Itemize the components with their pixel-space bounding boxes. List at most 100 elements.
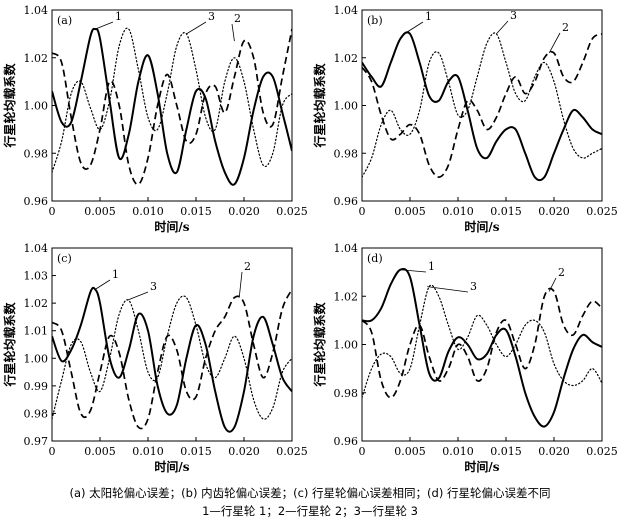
x-tick-label: 0	[49, 205, 56, 218]
plot-frame	[51, 9, 293, 202]
y-tick-label: 1.02	[334, 290, 359, 303]
y-tick-label: 0.96	[24, 195, 49, 208]
x-tick-label: 0.020	[228, 205, 260, 218]
y-tick-label: 1.04	[334, 4, 359, 17]
x-tick-label: 0.025	[276, 205, 308, 218]
panel-label: (c)	[57, 252, 72, 265]
panel-label: (d)	[367, 252, 383, 265]
series-line-3	[362, 32, 602, 178]
y-tick-label: 0.96	[334, 435, 359, 448]
chart-panel-3: 0 0.005 0.010 0.015 0.020 0.025 0.97 0.98 0.99 1.…	[2, 242, 308, 474]
y-axis-label: 行星轮均载系数	[312, 63, 327, 149]
y-tick-label: 0.98	[24, 147, 49, 160]
y-tick-label: 1.04	[334, 242, 359, 255]
x-axis-label: 时间/s	[464, 219, 499, 234]
y-tick-label: 1.02	[24, 52, 49, 65]
y-tick-label: 1.00	[334, 339, 359, 352]
series-callout-label-3: 3	[470, 280, 477, 293]
chart-panel-2: 0 0.005 0.010 0.015 0.020 0.025 0.96 0.98 1.00 1.…	[312, 4, 618, 234]
x-tick-label: 0.010	[442, 445, 474, 458]
caption-panels: (a) 太阳轮偏心误差；(b) 内齿轮偏心误差；(c) 行星轮偏心误差相同；(d…	[69, 486, 551, 500]
chart-panel-1: 0 0.005 0.010 0.015 0.020 0.025 0.96 0.98 1.00 1.…	[2, 4, 308, 234]
x-tick-label: 0.020	[538, 205, 570, 218]
y-tick-label: 1.00	[24, 100, 49, 113]
series-callout-label-1: 1	[425, 10, 432, 23]
caption-legend: 1—行星轮 1；2—行星轮 2；3—行星轮 3	[202, 504, 418, 518]
series-callout-line	[238, 271, 243, 298]
plot-frame	[51, 247, 293, 442]
series-callout-label-2: 2	[244, 260, 251, 273]
series-callout-line	[95, 21, 114, 30]
y-tick-label: 0.98	[334, 147, 359, 160]
series-line-2	[52, 288, 292, 430]
series-line-2	[52, 28, 292, 186]
x-tick-label: 0.025	[276, 445, 308, 458]
series-callout-line	[94, 279, 111, 290]
series-callout-line	[404, 21, 424, 35]
series-callout-line	[400, 269, 427, 273]
series-line-1	[362, 268, 602, 428]
x-tick-label: 0.015	[490, 445, 522, 458]
x-tick-label: 0	[359, 445, 366, 458]
y-axis-label: 行星轮均载系数	[2, 63, 17, 149]
panel-label: (a)	[57, 14, 72, 27]
figure-canvas: 0 0.005 0.010 0.015 0.020 0.025 0.96 0.98 1.00 1.…	[2, 4, 618, 474]
series-callout-label-2: 2	[558, 266, 565, 279]
x-tick-label: 0.020	[228, 445, 260, 458]
y-tick-label: 1.02	[334, 52, 359, 65]
series-line-3	[52, 295, 292, 420]
x-tick-label: 0.010	[132, 445, 164, 458]
y-tick-label: 1.00	[24, 352, 49, 365]
y-tick-label: 0.98	[334, 387, 359, 400]
series-line-1	[52, 27, 292, 186]
chart-panel-4: 0 0.005 0.010 0.015 0.020 0.025 0.96 0.98 1.00 1.…	[312, 242, 618, 474]
x-tick-label: 0.005	[394, 205, 426, 218]
x-tick-label: 0.025	[586, 445, 618, 458]
x-axis-label: 时间/s	[464, 459, 499, 474]
y-axis-label: 行星轮均载系数	[312, 302, 327, 388]
series-callout-line	[186, 21, 207, 35]
plot-frame	[361, 9, 603, 202]
panel-label: (b)	[367, 14, 383, 27]
y-tick-label: 1.02	[24, 297, 49, 310]
x-tick-label: 0.010	[442, 205, 474, 218]
x-tick-label: 0	[359, 205, 366, 218]
series-line-2	[362, 287, 602, 399]
series-callout-line	[126, 291, 149, 301]
x-tick-label: 0	[49, 445, 56, 458]
x-tick-label: 0.020	[538, 445, 570, 458]
x-tick-label: 0.015	[490, 205, 522, 218]
series-callout-label-3: 3	[510, 9, 517, 22]
series-line-3	[362, 284, 602, 399]
x-tick-label: 0.005	[84, 205, 116, 218]
series-line-1	[362, 31, 602, 182]
series-callout-line	[427, 286, 469, 293]
series-callout-line	[548, 277, 557, 292]
x-tick-label: 0.025	[586, 205, 618, 218]
y-tick-label: 0.97	[24, 435, 49, 448]
y-tick-label: 1.03	[24, 270, 49, 283]
x-axis-label: 时间/s	[154, 459, 189, 474]
series-callout-label-1: 1	[428, 260, 435, 273]
series-line-1	[52, 286, 292, 433]
y-tick-label: 1.04	[24, 242, 49, 255]
x-axis-label: 时间/s	[154, 219, 189, 234]
y-tick-label: 0.96	[334, 195, 359, 208]
y-axis-label: 行星轮均载系数	[2, 302, 17, 388]
x-tick-label: 0.010	[132, 205, 164, 218]
series-line-2	[362, 33, 602, 178]
series-callout-label-2: 2	[234, 12, 241, 25]
series-callout-label-1: 1	[115, 10, 122, 23]
x-tick-label: 0.005	[394, 445, 426, 458]
y-tick-label: 0.99	[24, 380, 49, 393]
series-callout-label-2: 2	[562, 21, 569, 34]
y-tick-label: 1.00	[334, 100, 359, 113]
y-tick-label: 1.04	[24, 4, 49, 17]
series-callout-label-3: 3	[150, 280, 157, 293]
y-tick-label: 1.01	[24, 325, 49, 338]
series-callout-label-3: 3	[208, 10, 215, 23]
x-tick-label: 0.005	[84, 445, 116, 458]
plot-frame	[361, 247, 603, 442]
series-callout-line	[496, 20, 509, 35]
series-callout-label-1: 1	[112, 268, 119, 281]
